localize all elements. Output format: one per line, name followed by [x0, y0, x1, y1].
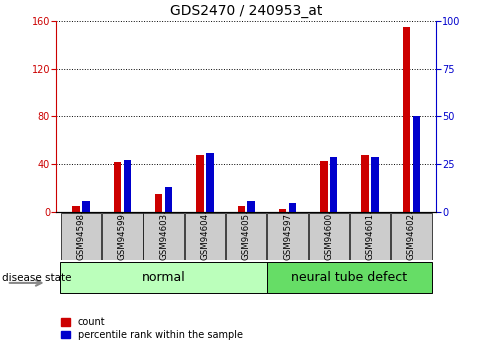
Bar: [114, 162, 121, 212]
Text: GSM94604: GSM94604: [200, 213, 209, 260]
Text: GSM94603: GSM94603: [159, 213, 168, 260]
FancyBboxPatch shape: [350, 213, 390, 260]
Text: GSM94605: GSM94605: [242, 213, 251, 260]
Bar: [196, 155, 204, 212]
FancyBboxPatch shape: [267, 213, 308, 260]
Bar: [247, 201, 255, 212]
Text: GSM94600: GSM94600: [324, 213, 333, 260]
Text: GSM94601: GSM94601: [366, 213, 374, 260]
Bar: [206, 153, 214, 212]
Text: GSM94602: GSM94602: [407, 213, 416, 260]
FancyBboxPatch shape: [102, 213, 143, 260]
FancyBboxPatch shape: [60, 262, 267, 293]
Text: GSM94598: GSM94598: [76, 213, 86, 260]
Title: GDS2470 / 240953_at: GDS2470 / 240953_at: [170, 4, 322, 18]
Text: normal: normal: [142, 270, 186, 284]
FancyBboxPatch shape: [226, 213, 267, 260]
FancyBboxPatch shape: [144, 213, 184, 260]
Bar: [371, 157, 379, 212]
Bar: [413, 117, 420, 212]
Bar: [403, 27, 410, 212]
Text: GSM94599: GSM94599: [118, 213, 127, 260]
Bar: [320, 161, 327, 212]
Bar: [155, 194, 162, 212]
Bar: [82, 201, 90, 212]
Bar: [330, 157, 338, 212]
Bar: [362, 155, 369, 212]
FancyBboxPatch shape: [309, 213, 349, 260]
Legend: count, percentile rank within the sample: count, percentile rank within the sample: [61, 317, 243, 340]
FancyBboxPatch shape: [391, 213, 432, 260]
Text: GSM94597: GSM94597: [283, 213, 292, 260]
Bar: [279, 209, 286, 212]
FancyBboxPatch shape: [185, 213, 225, 260]
Bar: [289, 203, 296, 212]
Bar: [238, 206, 245, 212]
Bar: [123, 160, 131, 212]
Bar: [73, 206, 80, 212]
FancyBboxPatch shape: [267, 262, 432, 293]
FancyBboxPatch shape: [61, 213, 101, 260]
Text: neural tube defect: neural tube defect: [292, 270, 408, 284]
Bar: [165, 187, 172, 212]
Text: disease state: disease state: [2, 273, 72, 283]
